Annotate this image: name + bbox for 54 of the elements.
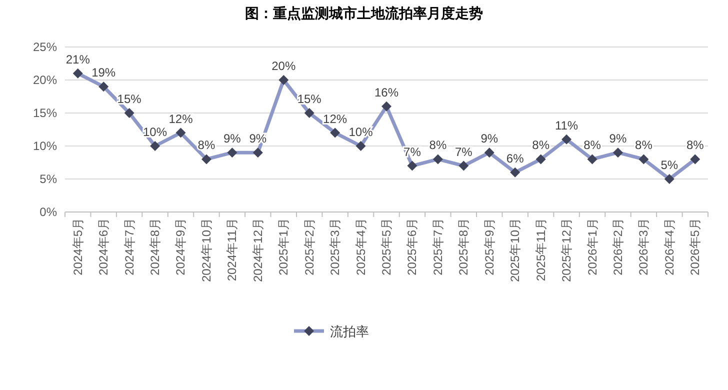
data-label: 5% [660,158,678,172]
chart-title: 图：重点监测城市土地流拍率月度走势 [245,5,483,21]
x-tick-label: 2026年3月 [636,218,651,276]
x-tick-label: 2024年12月 [250,218,265,282]
x-tick-label: 2024年10月 [199,218,214,282]
x-tick-label: 2026年5月 [688,218,702,276]
data-label: 16% [374,85,399,100]
data-label: 9% [609,132,627,146]
x-tick-label: 2025年4月 [354,218,368,276]
x-tick-label: 2025年1月 [276,218,291,276]
x-tick-label: 2024年5月 [70,218,85,276]
data-label: 11% [554,118,578,132]
y-tick-label: 5% [40,172,58,186]
data-label: 12% [323,112,348,126]
x-tick-label: 2025年12月 [560,218,574,282]
x-tick-label: 2026年1月 [585,218,600,276]
x-tick-label: 2024年7月 [122,218,136,276]
x-tick-label: 2026年2月 [610,218,625,276]
y-tick-label: 0% [40,205,58,219]
x-tick-label: 2025年11月 [534,218,548,282]
data-label: 8% [429,138,447,152]
legend-label: 流拍率 [330,324,369,339]
x-tick-label: 2024年6月 [96,218,111,276]
data-label: 15% [117,92,142,106]
data-label: 8% [686,138,704,152]
data-label: 9% [480,132,498,146]
y-tick-label: 15% [32,106,58,120]
x-tick-label: 2024年9月 [174,218,188,276]
x-tick-label: 2024年11月 [225,218,240,282]
y-tick-label: 10% [32,139,58,153]
data-label: 8% [198,138,216,152]
data-label: 12% [168,112,194,126]
x-tick-label: 2025年5月 [380,218,394,276]
x-tick-label: 2025年2月 [302,218,316,276]
x-tick-label: 2025年6月 [405,218,420,276]
data-label: 9% [224,132,242,146]
x-tick-label: 2024年8月 [148,218,162,276]
y-tick-label: 25% [32,40,58,54]
legend: 流拍率 [294,324,369,339]
x-tick-label: 2025年10月 [508,218,522,282]
x-tick-label: 2025年8月 [456,218,471,276]
data-label: 8% [532,138,550,152]
x-tick-label: 2025年9月 [482,218,496,276]
data-label: 19% [92,66,116,80]
data-label: 21% [66,52,90,66]
x-tick-label: 2025年7月 [430,218,445,276]
x-tick-label: 2025年3月 [328,218,342,276]
data-label: 6% [506,151,524,166]
x-tick-label: 2026年4月 [662,218,676,276]
data-label: 7% [454,144,473,159]
y-tick-label: 20% [32,73,58,87]
data-label: 8% [584,138,602,152]
data-label: 8% [635,138,653,152]
data-label: 20% [272,59,296,73]
